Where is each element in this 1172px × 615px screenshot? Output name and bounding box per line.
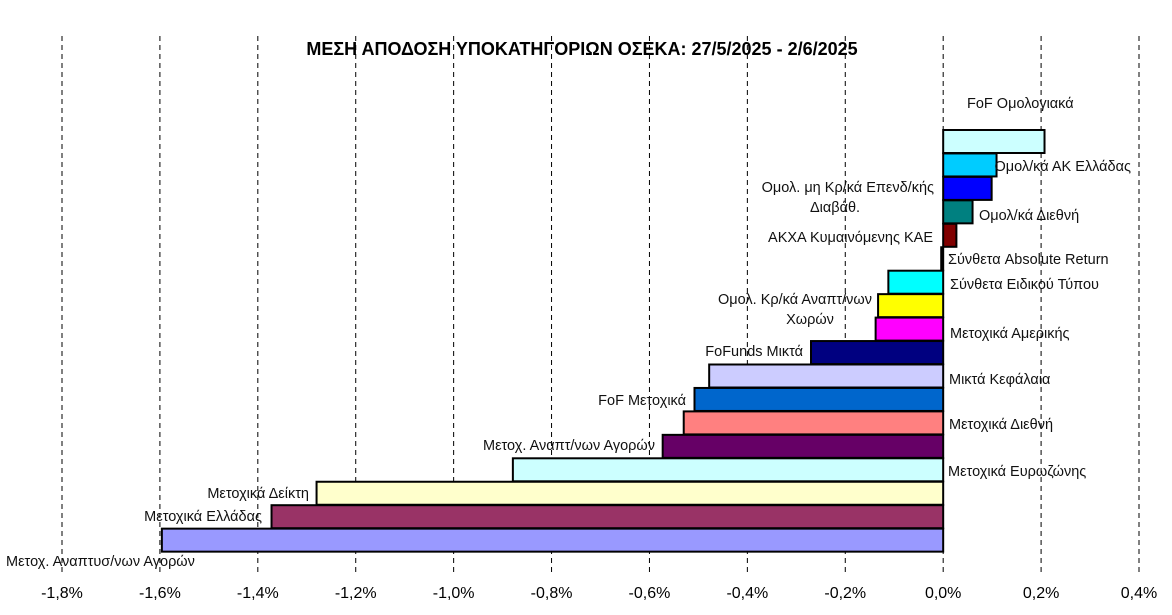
bar-label: Μετοχ. Αναπτ/νων Αγορών (483, 438, 655, 454)
x-tick-label: -1,6% (139, 585, 181, 602)
x-tick-label: -1,4% (237, 585, 279, 602)
x-tick-label: -0,4% (726, 585, 768, 602)
bar-label: Μετοχικά Διεθνή (949, 417, 1053, 433)
bar-label: Ομολ/κά Διεθνή (979, 208, 1079, 224)
bar (874, 316, 945, 342)
bar-label: Μετοχ. Αναπτυσ/νων Αγορών (6, 554, 195, 570)
x-tick-label: -1,8% (41, 585, 83, 602)
x-tick-label: -1,2% (335, 585, 377, 602)
bar (942, 152, 998, 178)
bar (877, 293, 945, 319)
bar-label: Μετοχικά Αμερικής (950, 326, 1070, 342)
bar-label: Μικτά Κεφάλαια (949, 372, 1050, 388)
bar (810, 340, 945, 366)
bar (708, 363, 945, 389)
x-tick-label: 0,0% (925, 585, 961, 602)
bar-label: Σύνθετα Ειδικού Τύπου (950, 277, 1099, 293)
x-tick-label: -0,8% (531, 585, 573, 602)
bar-label: FoFunds Μικτά (705, 344, 803, 360)
bar (682, 410, 945, 436)
bar-label: Μετοχικά Δείκτη (207, 486, 309, 502)
x-axis-ticks: -1,8% -1,6% -1,4% -1,2% -1,0% -0,8% -0,6% -0,4%… (41, 585, 1157, 602)
bar-label: ΑΚΧΑ Κυμαινόμενης ΚΑΕ (768, 230, 933, 246)
bar-label: Ομολ. Κρ/κά Αναπτ/νων Χωρών (718, 292, 872, 328)
bar (942, 175, 993, 201)
bar-label: Ομολ/κά ΑΚ Ελλάδας (994, 159, 1131, 175)
bar (270, 504, 945, 530)
bar (511, 457, 945, 483)
x-tick-label: -1,0% (433, 585, 475, 602)
bar (940, 246, 945, 272)
bar-label: Ομολ. μη Κρ/κά Επενδ/κής Διαβάθ. (762, 180, 934, 216)
bar (693, 386, 945, 412)
bar-labels: FoF Ομολογιακά Ομολ/κά ΑΚ Ελλάδας Ομολ. μη… (6, 96, 1131, 570)
bar (887, 269, 945, 295)
bar-label: FoF Ομολογιακά (967, 96, 1074, 112)
bar-label: Μετοχικά Ευρωζώνης (948, 464, 1086, 480)
bars (160, 129, 1046, 553)
x-tick-label: 0,2% (1023, 585, 1059, 602)
bar-label: Σύνθετα Absolute Return (948, 252, 1109, 268)
chart-title: ΜΕΣΗ ΑΠΟΔΟΣΗ ΥΠΟΚΑΤΗΓΟΡΙΩΝ ΟΣΕΚΑ: 27/5/2… (306, 39, 857, 59)
bar (160, 527, 945, 553)
x-tick-label: -0,6% (629, 585, 671, 602)
bar (942, 129, 1046, 154)
bar (942, 199, 974, 225)
x-tick-label: 0,4% (1121, 585, 1157, 602)
bar-label: FoF Μετοχικά (598, 393, 686, 409)
bar (942, 222, 958, 248)
x-tick-label: -0,2% (824, 585, 866, 602)
bar-label: Μετοχικά Ελλάδας (144, 509, 262, 525)
bar (661, 433, 945, 459)
bar (315, 480, 945, 506)
